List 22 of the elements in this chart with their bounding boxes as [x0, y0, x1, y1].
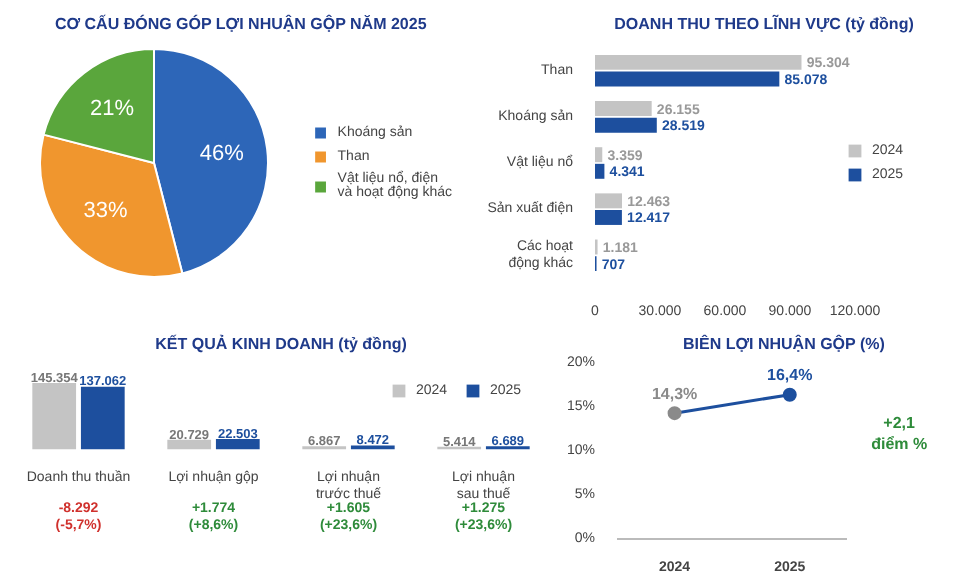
- bar: [595, 209, 622, 225]
- bar: [215, 439, 260, 450]
- bar: [167, 439, 212, 450]
- chart-title: CƠ CẤU ĐÓNG GÓP LỢI NHUẬN GỘP NĂM 2025: [54, 13, 428, 33]
- bar: [80, 386, 125, 450]
- bar: [595, 71, 780, 87]
- bar: [595, 101, 652, 117]
- text: +2,1 điểm %: [871, 413, 928, 454]
- bar: [595, 147, 603, 163]
- chart-title: DOANH THU THEO LĨNH VỰC (tỷ đồng): [614, 13, 915, 33]
- bar: [32, 382, 77, 450]
- bar: [595, 117, 657, 133]
- bar: [595, 163, 605, 179]
- data-label: 16,4%: [767, 366, 813, 385]
- data-label: 14,3%: [651, 384, 698, 403]
- bar: [595, 54, 802, 70]
- data-label: 33%: [83, 199, 129, 224]
- data-label: 46%: [199, 142, 245, 167]
- chart-title: KẾT QUẢ KINH DOANH (tỷ đồng): [155, 333, 408, 353]
- bar: [595, 193, 622, 209]
- data-label: 21%: [90, 96, 135, 121]
- chart-title: BIÊN LỢI NHUẬN GỘP (%): [682, 333, 886, 353]
